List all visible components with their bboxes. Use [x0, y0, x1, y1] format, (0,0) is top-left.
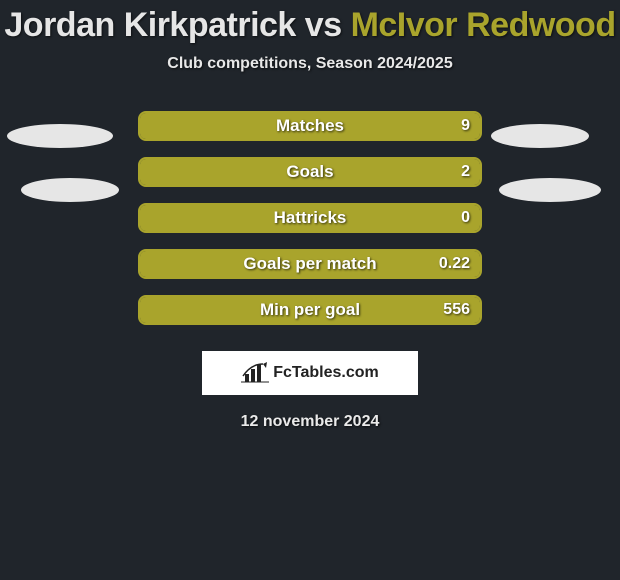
brand-name: FcTables.com: [273, 364, 379, 382]
player-placeholder-ellipse: [21, 178, 119, 202]
chart-icon: [241, 362, 269, 384]
stat-bar-fill: [140, 297, 480, 323]
stat-row: Min per goal556: [0, 287, 620, 333]
stat-bar-track: [138, 295, 482, 325]
stat-bar-fill: [140, 159, 480, 185]
stat-bar-track: [138, 249, 482, 279]
snapshot-date: 12 november 2024: [0, 413, 620, 431]
stat-value: 556: [443, 295, 470, 325]
stat-value: 2: [461, 157, 470, 187]
stat-bar-track: [138, 111, 482, 141]
vs-label: vs: [305, 6, 342, 44]
stat-bar-track: [138, 157, 482, 187]
stat-row: Goals per match0.22: [0, 241, 620, 287]
stat-bar-track: [138, 203, 482, 233]
player-right-name: McIvor Redwood: [351, 6, 616, 44]
page-title: Jordan Kirkpatrick vs McIvor Redwood: [0, 0, 620, 45]
player-placeholder-ellipse: [491, 124, 589, 148]
stat-value: 9: [461, 111, 470, 141]
player-placeholder-ellipse: [7, 124, 113, 148]
stat-bar-fill: [140, 251, 480, 277]
stat-bar-fill: [140, 113, 480, 139]
player-placeholder-ellipse: [499, 178, 601, 202]
comparison-infographic: Jordan Kirkpatrick vs McIvor Redwood Clu…: [0, 0, 620, 580]
stat-value: 0.22: [439, 249, 470, 279]
stat-value: 0: [461, 203, 470, 233]
subtitle: Club competitions, Season 2024/2025: [0, 55, 620, 73]
stat-row: Hattricks0: [0, 195, 620, 241]
player-left-name: Jordan Kirkpatrick: [4, 6, 295, 44]
brand-card: FcTables.com: [202, 351, 418, 395]
stat-bar-fill: [140, 205, 480, 231]
